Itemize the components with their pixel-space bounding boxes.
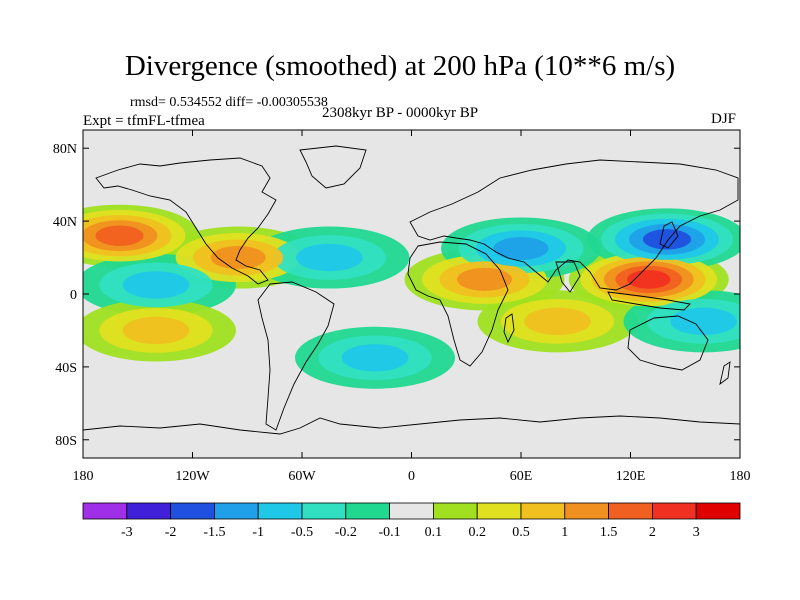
colorbar-box <box>170 502 215 520</box>
colorbar-label: -3 <box>121 525 133 540</box>
coastline-antarctica <box>83 415 740 435</box>
colorbar-label: 2 <box>649 525 656 540</box>
colorbar-box <box>213 502 259 520</box>
colorbar-label: 0.1 <box>425 525 443 540</box>
field-tropical-pacific-negative-level-2 <box>122 271 190 299</box>
x-tick-label: 60E <box>510 469 533 484</box>
x-tick-label: 180 <box>73 469 94 484</box>
field-africa-indian-positive-level-3 <box>457 267 512 291</box>
y-tick-label: 40N <box>53 215 77 230</box>
coastline-north-america <box>95 157 277 285</box>
coastline-eurasia <box>409 159 739 291</box>
colorbar-box <box>476 502 522 520</box>
colorbar-box <box>564 502 609 520</box>
field-south-atlantic-negative-level-2 <box>341 344 409 372</box>
period-label: 2308kyr BP - 0000kyr BP <box>322 105 479 121</box>
coastline-indonesia <box>607 291 691 311</box>
y-tick-label: 0 <box>70 288 77 303</box>
colorbar-box <box>257 502 303 520</box>
field-gulf-mexico-positive-level-3 <box>210 246 266 270</box>
x-axis: 180 120W 60W 0 60E 120E 180 <box>73 130 751 484</box>
field-south-pacific-positive-level-2 <box>122 316 190 345</box>
coastline-south-america <box>257 281 335 431</box>
stats-label: rmsd= 0.534552 diff= -0.00305538 <box>130 95 328 110</box>
field-japan-negative-level-4 <box>643 229 691 250</box>
colorbar-label: 3 <box>693 525 700 540</box>
field-asia-negative-level-3 <box>493 236 549 260</box>
experiment-label: Expt = tfmFL-tfmea <box>83 113 205 129</box>
colorbar-box <box>520 502 566 520</box>
field-north-pacific-positive-level-4 <box>95 225 144 246</box>
coastline-madagascar <box>503 313 515 344</box>
x-tick-label: 60W <box>288 469 316 484</box>
colorbar-label: -1 <box>252 525 264 540</box>
colorbar-label: 1 <box>561 525 568 540</box>
colorbar: -3 -2 -1.5 -1 -0.5 -0.2 -0.1 0.1 0.2 0.5 1 1.5 2 3 <box>82 502 741 540</box>
colorbar-label: -1.5 <box>203 525 225 540</box>
colorbar-label: 1.5 <box>600 525 618 540</box>
colorbar-box <box>345 502 390 520</box>
coastline-africa <box>407 241 509 367</box>
coastline-greenland <box>299 145 367 189</box>
colorbar-label: -2 <box>165 525 177 540</box>
colorbar-box <box>432 502 478 520</box>
colorbar-label: -0.2 <box>335 525 357 540</box>
x-tick-label: 0 <box>408 469 415 484</box>
y-axis: 80N 40N 0 40S 80S <box>53 142 740 449</box>
field-south-pacific-negative-level-2 <box>670 307 737 336</box>
colorbar-box <box>126 502 172 520</box>
colorbar-box <box>301 502 347 520</box>
field-north-atlantic-negative-level-2 <box>296 243 363 272</box>
field-indian-ocean-positive-level-2 <box>524 307 591 336</box>
coastlines <box>83 145 740 435</box>
coastline-india <box>555 261 581 293</box>
colorbar-box <box>652 502 697 520</box>
colorbar-box <box>389 502 434 520</box>
colorbar-box <box>695 502 741 520</box>
coastline-new-zealand <box>719 361 731 386</box>
coastline-japan <box>659 221 679 249</box>
y-tick-label: 40S <box>55 361 77 376</box>
season-label: DJF <box>711 111 737 127</box>
y-tick-label: 80N <box>53 142 77 157</box>
colorbar-label: 0.5 <box>512 525 530 540</box>
x-tick-label: 180 <box>730 469 751 484</box>
coastline-australia <box>627 315 709 371</box>
y-tick-label: 80S <box>55 434 77 449</box>
field-west-pacific-positive-level-5 <box>627 270 671 289</box>
chart-title: Divergence (smoothed) at 200 hPa (10**6 … <box>124 50 676 82</box>
colorbar-box <box>608 502 653 520</box>
colorbar-label: -0.5 <box>291 525 313 540</box>
x-tick-label: 120W <box>175 469 210 484</box>
colorbar-label: -0.1 <box>379 525 401 540</box>
x-tick-label: 120E <box>616 469 646 484</box>
colorbar-label: 0.2 <box>468 525 486 540</box>
colorbar-box <box>82 502 128 520</box>
